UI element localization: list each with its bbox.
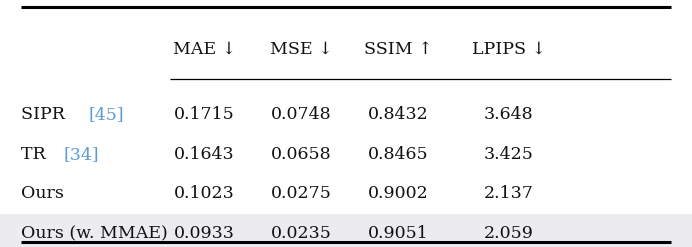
Text: SIPR: SIPR xyxy=(21,106,71,123)
Text: 0.1715: 0.1715 xyxy=(174,106,235,123)
Text: Ours: Ours xyxy=(21,185,64,202)
Text: LPIPS ↓: LPIPS ↓ xyxy=(472,41,545,58)
Text: 0.0933: 0.0933 xyxy=(174,225,235,242)
Text: 3.425: 3.425 xyxy=(484,146,534,163)
Text: 2.059: 2.059 xyxy=(484,225,534,242)
Bar xyxy=(0,214,692,247)
Text: [34]: [34] xyxy=(63,146,99,163)
Text: 0.0275: 0.0275 xyxy=(271,185,331,202)
Text: SSIM ↑: SSIM ↑ xyxy=(363,41,432,58)
Text: 0.8465: 0.8465 xyxy=(367,146,428,163)
Text: MSE ↓: MSE ↓ xyxy=(270,41,332,58)
Text: 3.648: 3.648 xyxy=(484,106,534,123)
Text: 0.9051: 0.9051 xyxy=(367,225,428,242)
Text: 0.1023: 0.1023 xyxy=(174,185,235,202)
Text: 0.9002: 0.9002 xyxy=(367,185,428,202)
Text: MAE ↓: MAE ↓ xyxy=(172,41,236,58)
Text: 2.137: 2.137 xyxy=(484,185,534,202)
Text: 0.0235: 0.0235 xyxy=(271,225,331,242)
Text: 0.0658: 0.0658 xyxy=(271,146,331,163)
Text: 0.1643: 0.1643 xyxy=(174,146,235,163)
Text: 0.8432: 0.8432 xyxy=(367,106,428,123)
Text: [45]: [45] xyxy=(88,106,124,123)
Text: Ours (w. MMAE): Ours (w. MMAE) xyxy=(21,225,167,242)
Text: 0.0748: 0.0748 xyxy=(271,106,331,123)
Text: TR: TR xyxy=(21,146,51,163)
